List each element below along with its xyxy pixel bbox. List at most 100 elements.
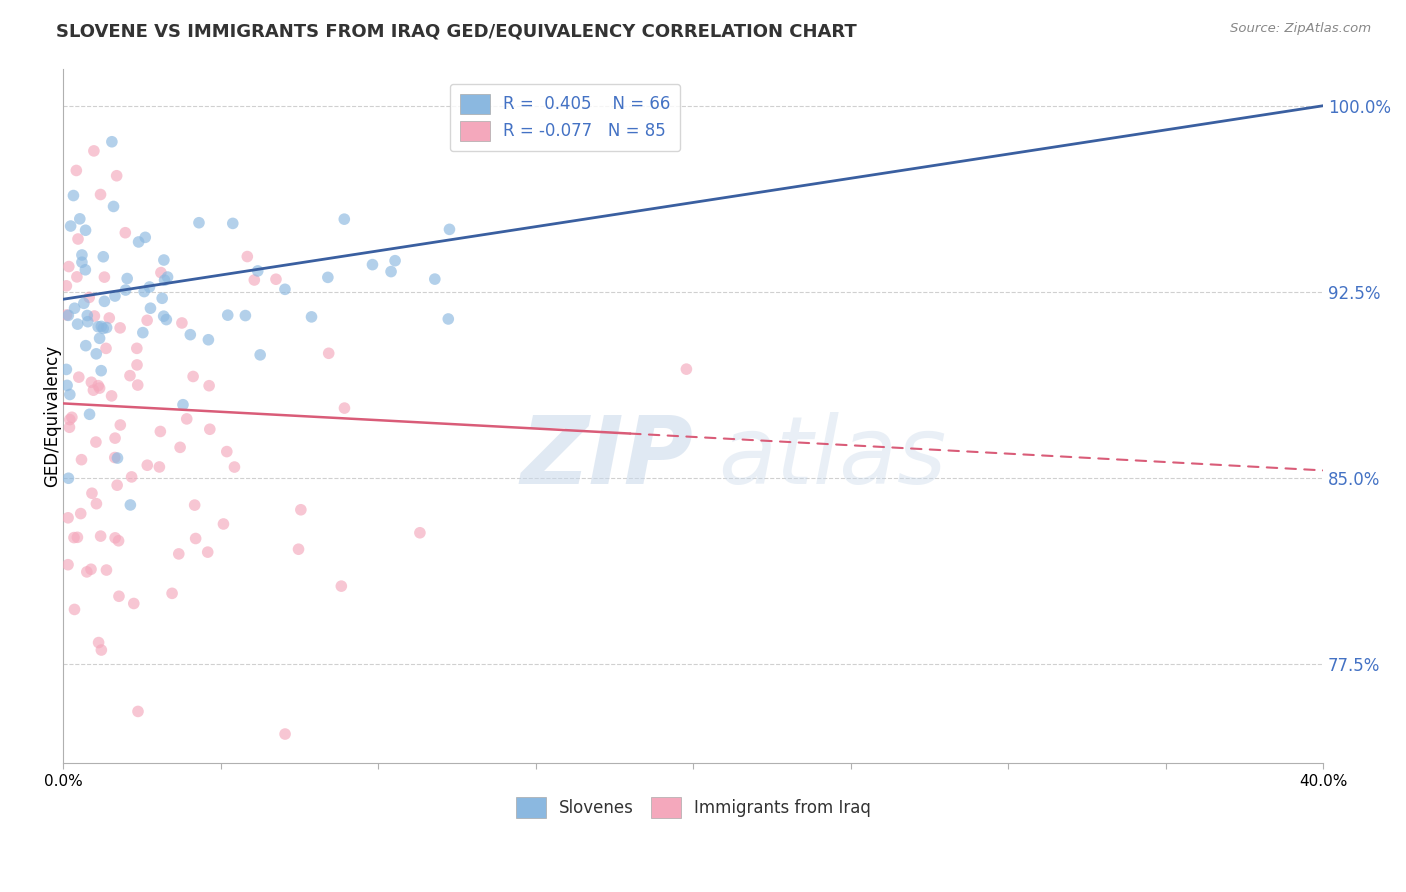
Point	[87, 319, 110, 334]
Point	[70, 452, 93, 467]
Point	[333, 212, 356, 227]
Point	[437, 312, 460, 326]
Point	[152, 309, 174, 323]
Point	[59, 387, 82, 401]
Point	[108, 321, 131, 335]
Point	[86, 497, 108, 511]
Y-axis label: GED/Equivalency: GED/Equivalency	[44, 345, 60, 487]
Point	[76, 565, 98, 579]
Point	[184, 532, 207, 546]
Point	[75, 339, 97, 353]
Point	[56, 378, 79, 392]
Point	[675, 362, 697, 376]
Point	[90, 319, 112, 334]
Point	[104, 431, 127, 445]
Point	[103, 199, 125, 213]
Point	[118, 368, 141, 383]
Point	[439, 222, 461, 236]
Point	[198, 422, 221, 436]
Point	[75, 262, 97, 277]
Point	[108, 589, 131, 603]
Point	[98, 310, 121, 325]
Point	[89, 381, 111, 395]
Point	[138, 280, 160, 294]
Point	[274, 282, 297, 296]
Point	[93, 294, 115, 309]
Point	[301, 310, 323, 324]
Point	[80, 486, 103, 500]
Point	[120, 498, 142, 512]
Point	[246, 264, 269, 278]
Point	[224, 460, 246, 475]
Text: SLOVENE VS IMMIGRANTS FROM IRAQ GED/EQUIVALENCY CORRELATION CHART: SLOVENE VS IMMIGRANTS FROM IRAQ GED/EQUI…	[56, 22, 858, 40]
Point	[134, 230, 156, 244]
Point	[105, 478, 128, 492]
Text: ZIP: ZIP	[520, 411, 693, 503]
Point	[330, 579, 353, 593]
Point	[104, 531, 127, 545]
Point	[87, 378, 110, 392]
Point	[236, 250, 259, 264]
Point	[83, 309, 105, 323]
Point	[91, 250, 114, 264]
Point	[155, 312, 177, 326]
Point	[139, 301, 162, 316]
Point	[127, 378, 149, 392]
Point	[176, 412, 198, 426]
Point	[198, 378, 221, 392]
Point	[197, 333, 219, 347]
Point	[167, 547, 190, 561]
Point	[65, 163, 87, 178]
Point	[80, 562, 103, 576]
Point	[96, 320, 118, 334]
Point	[222, 216, 245, 230]
Point	[59, 219, 82, 233]
Point	[156, 270, 179, 285]
Point	[115, 271, 138, 285]
Point	[384, 253, 406, 268]
Point	[75, 223, 97, 237]
Point	[80, 376, 103, 390]
Point	[63, 531, 86, 545]
Point	[76, 309, 98, 323]
Point	[380, 264, 402, 278]
Point	[122, 597, 145, 611]
Point	[318, 346, 340, 360]
Point	[136, 313, 159, 327]
Text: Source: ZipAtlas.com: Source: ZipAtlas.com	[1230, 22, 1371, 36]
Point	[127, 705, 149, 719]
Point	[333, 401, 356, 416]
Point	[76, 315, 98, 329]
Point	[188, 216, 211, 230]
Point	[249, 348, 271, 362]
Point	[243, 273, 266, 287]
Point	[70, 248, 93, 262]
Point	[104, 450, 127, 465]
Point	[132, 326, 155, 340]
Point	[197, 545, 219, 559]
Point	[69, 507, 91, 521]
Point	[423, 272, 446, 286]
Point	[63, 301, 86, 316]
Point	[235, 309, 257, 323]
Point	[361, 258, 384, 272]
Point	[59, 412, 82, 426]
Point	[58, 260, 80, 274]
Point	[128, 235, 150, 249]
Point	[66, 317, 89, 331]
Point	[148, 460, 170, 475]
Point	[316, 270, 339, 285]
Point	[172, 398, 194, 412]
Point	[215, 444, 238, 458]
Point	[136, 458, 159, 473]
Point	[87, 635, 110, 649]
Point	[125, 358, 148, 372]
Point	[90, 364, 112, 378]
Point	[66, 269, 89, 284]
Point	[66, 530, 89, 544]
Point	[89, 331, 111, 345]
Point	[94, 342, 117, 356]
Text: atlas: atlas	[718, 412, 946, 503]
Point	[153, 252, 176, 267]
Point	[101, 135, 124, 149]
